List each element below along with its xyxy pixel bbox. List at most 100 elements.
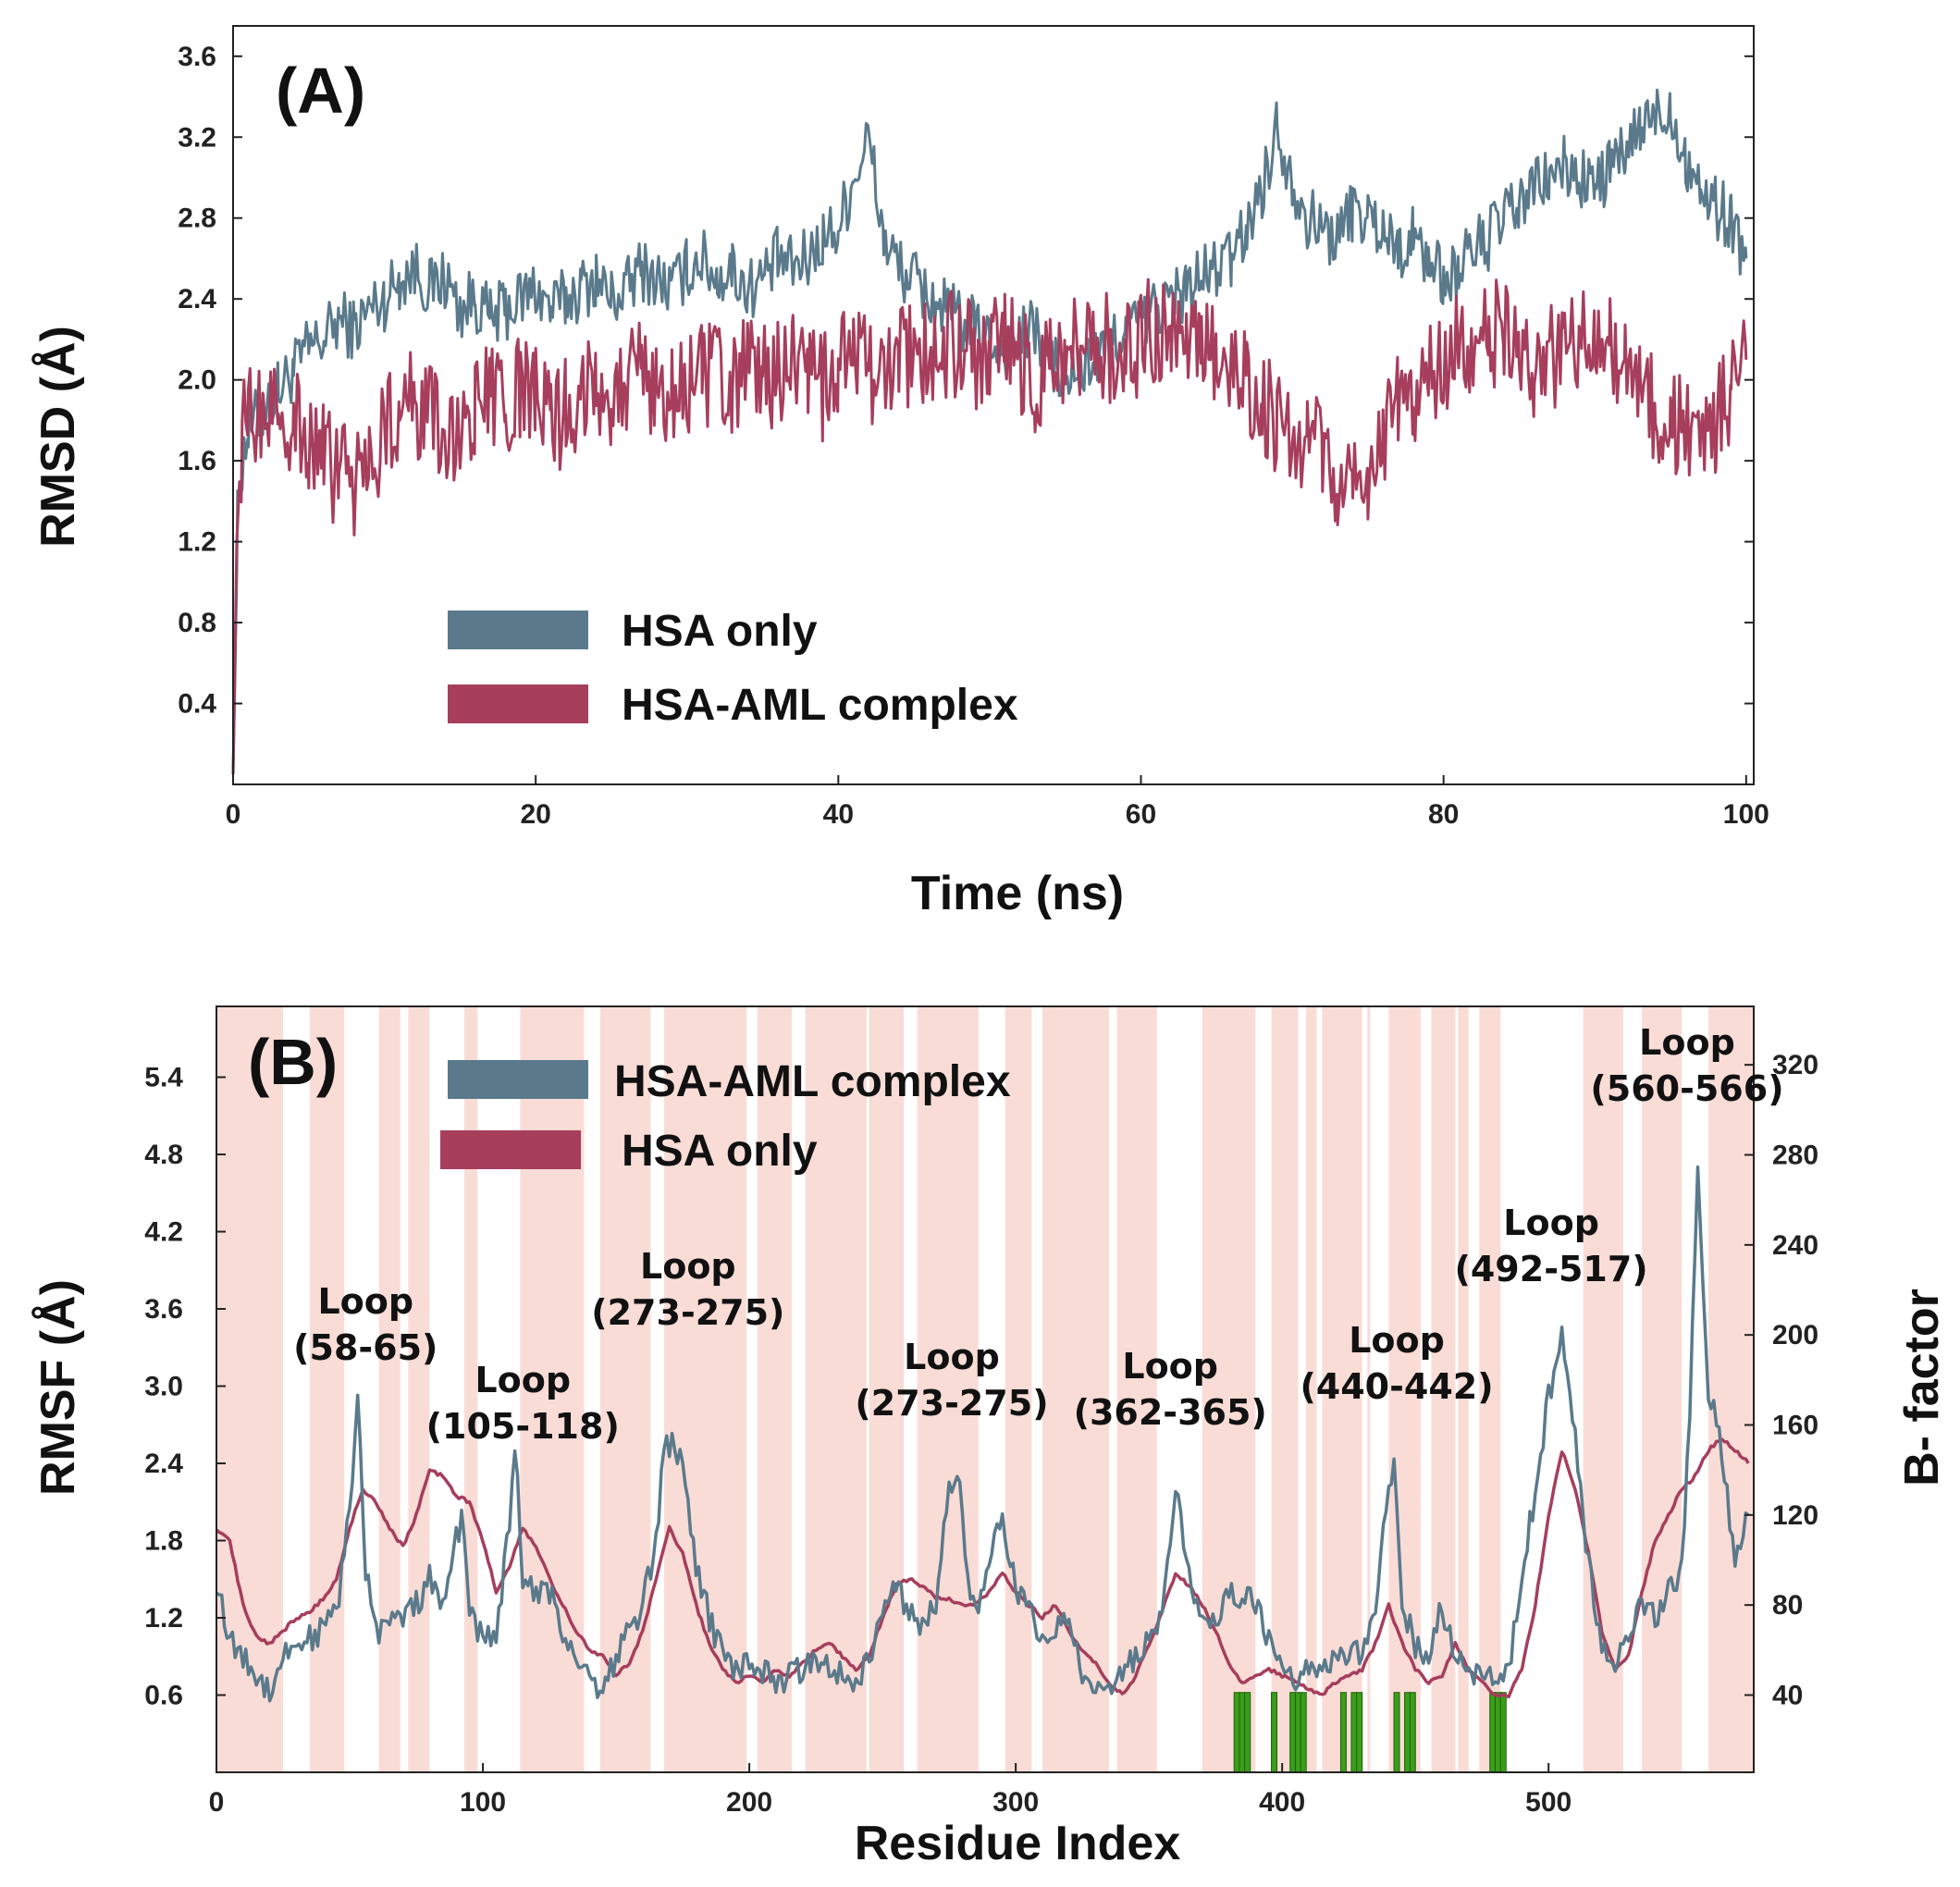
x-tick-label: 20 [520,799,550,830]
green-marker [1244,1692,1251,1773]
y2-tick-label: 200 [1772,1320,1818,1350]
panel-b-series-lines [215,1165,1750,1703]
shaded-region [1306,1006,1317,1772]
x-tick-label: 300 [992,1787,1039,1818]
shaded-region [378,1006,401,1772]
panel-b-y-ticks: 0.6 1.2 1.8 2.4 3.0 3.6 4.2 4.8 5.4 [144,1063,226,1711]
green-marker [1300,1692,1307,1773]
panel-a-plot-frame [232,25,1755,785]
loop-annotation-range: (362-365) [1074,1392,1267,1433]
shaded-region [917,1006,979,1772]
shaded-region [1458,1006,1469,1772]
y-tick-label: 3.6 [178,42,216,72]
green-marker [1271,1692,1278,1773]
y-tick-label: 1.6 [178,446,216,476]
shaded-region [216,1006,284,1772]
green-marker [1294,1692,1301,1773]
legend-label-hsa-only: HSA only [622,1127,818,1176]
green-marker [1289,1692,1297,1773]
y-tick-label: 1.2 [144,1603,183,1634]
shaded-region [1642,1006,1683,1772]
green-marker [1489,1692,1497,1773]
shaded-region [1202,1006,1256,1772]
panel-a-x-axis-title: Time (ns) [911,867,1124,920]
loop-annotation-title: Loop [1639,1022,1735,1063]
y-tick-label: 2.0 [178,365,216,396]
y2-tick-label: 160 [1772,1411,1818,1441]
panel-b-x-axis-title: Residue Index [855,1817,1181,1870]
panel-a-series-lines [231,88,1748,775]
green-marker [1239,1692,1246,1773]
series-line-hsa-aml-complex [216,1165,1750,1703]
loop-annotation-range: (105-118) [426,1406,620,1447]
panel-a-rmsd-chart: 0.4 0.8 1.2 1.6 2.0 2.4 2.8 3.2 3.6 0 20 40 60 80 100… [31,25,1769,920]
loop-annotation-range: (58-65) [293,1327,438,1368]
y-tick-label: 4.8 [144,1140,183,1170]
x-tick-label: 60 [1126,799,1156,830]
x-tick-label: 0 [226,799,241,830]
panel-b-legend: HSA-AML complex HSA only [440,1057,1011,1176]
loop-annotation-title: Loop [1122,1346,1218,1387]
panel-a-y-axis-title: RMSD (Å) [31,326,85,548]
green-marker [1404,1692,1411,1773]
loop-annotation-range: (273-275) [855,1383,1048,1424]
legend-label-hsa-aml-complex: HSA-AML complex [622,681,1018,730]
y-tick-label: 5.4 [144,1063,183,1093]
panel-b-y2-axis-title: B- factor [1895,1289,1949,1486]
panel-a-y-ticks: 0.4 0.8 1.2 1.6 2.0 2.4 2.8 3.2 3.6 [178,42,1754,720]
shaded-region [663,1006,747,1772]
panel-a-x-ticks: 0 20 40 60 80 100 [226,775,1769,830]
y-tick-label: 2.4 [178,284,216,314]
y-tick-label: 2.4 [144,1449,183,1479]
loop-annotation-title: Loop [475,1360,571,1400]
y-tick-label: 2.8 [178,204,216,234]
y-tick-label: 0.8 [178,608,216,638]
loop-annotation-title: Loop [904,1337,1000,1377]
shaded-region [309,1006,345,1772]
y2-tick-label: 80 [1772,1590,1803,1621]
series-line-hsa-only [231,88,1748,775]
y-tick-label: 0.4 [178,689,216,720]
legend-swatch-hsa-only [448,610,588,649]
loop-annotation-range: (492-517) [1455,1249,1648,1289]
x-tick-label: 100 [1723,799,1769,830]
y-tick-label: 4.2 [144,1217,183,1248]
y2-tick-label: 320 [1772,1050,1818,1080]
green-marker [1499,1692,1507,1773]
y-tick-label: 3.0 [144,1372,183,1402]
x-tick-label: 500 [1525,1787,1572,1818]
green-marker [1233,1692,1240,1773]
loop-annotation-range: (440-442) [1300,1366,1493,1407]
y-tick-label: 3.6 [144,1294,183,1325]
legend-label-hsa-only: HSA only [622,607,818,656]
panel-b-rmsf-chart: 0.6 1.2 1.8 2.4 3.0 3.6 4.2 4.8 5.4 40 80 120 160 20… [31,1005,1949,1870]
panel-b-loop-annotations: Loop (58-65) Loop (105-118) Loop (273-275) Loo… [293,1022,1783,1447]
green-marker [1494,1692,1501,1773]
panel-b-plot-frame [216,1005,1755,1773]
legend-swatch-hsa-aml [448,684,588,723]
legend-swatch-hsa-aml [448,1060,588,1099]
y-tick-label: 0.6 [144,1681,183,1711]
x-tick-label: 400 [1259,1787,1305,1818]
shaded-region [1042,1006,1109,1772]
y-tick-label: 1.8 [144,1526,183,1557]
x-tick-label: 80 [1428,799,1459,830]
loop-annotation-title: Loop [1503,1202,1599,1243]
x-tick-label: 200 [726,1787,772,1818]
shaded-region [1708,1006,1755,1772]
panel-a-label: (A) [276,55,365,127]
panel-b-shaded-regions [216,1006,1755,1772]
x-tick-label: 100 [460,1787,506,1818]
shaded-region [599,1006,651,1772]
panel-a-legend: HSA only HSA-AML complex [448,607,1018,730]
legend-label-hsa-aml-complex: HSA-AML complex [614,1057,1011,1106]
shaded-region [1322,1006,1362,1772]
panel-b-green-markers [1233,1692,1507,1773]
green-marker [1339,1692,1347,1773]
x-tick-label: 0 [209,1787,225,1818]
y2-tick-label: 120 [1772,1500,1818,1531]
series-line-hsa-only [215,1437,1750,1699]
y-tick-label: 3.2 [178,122,216,153]
panel-b-label: (B) [248,1026,338,1098]
